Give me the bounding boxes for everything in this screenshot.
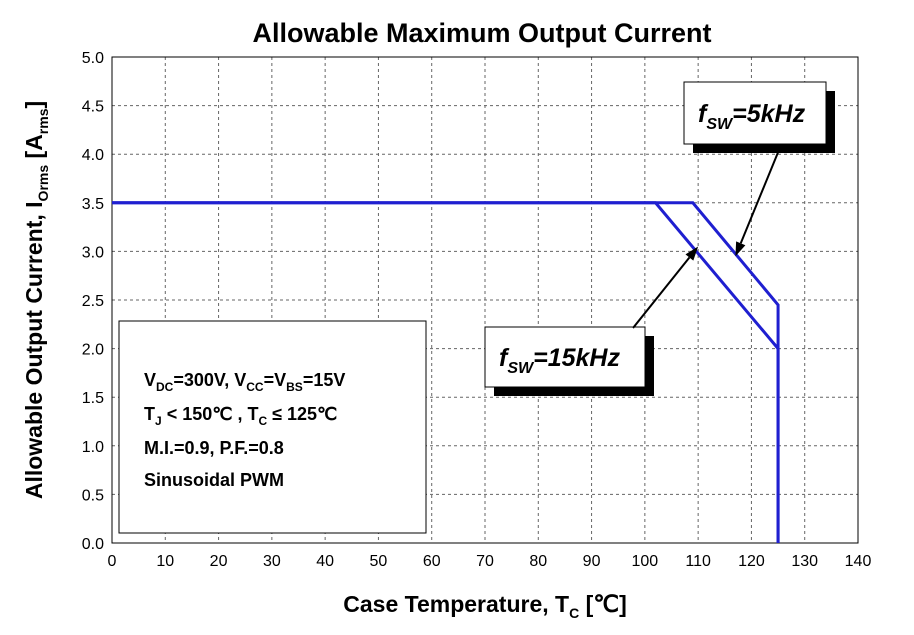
y-tick-label: 0.5 bbox=[82, 487, 104, 504]
x-tick-label: 120 bbox=[738, 553, 765, 570]
plot-frame bbox=[111, 56, 859, 544]
series-line-15khz bbox=[112, 201, 780, 543]
x-tick-label: 60 bbox=[423, 553, 441, 570]
x-axis-label: Case Temperature, TC [℃] bbox=[343, 591, 627, 621]
callout-15khz: fSW=15kHz bbox=[484, 246, 699, 396]
y-tick-label: 2.5 bbox=[82, 293, 104, 310]
chart-title: Allowable Maximum Output Current bbox=[252, 18, 711, 48]
callout-5khz: fSW=5kHz bbox=[683, 81, 835, 257]
series-group bbox=[112, 201, 780, 543]
y-tick-label: 5.0 bbox=[82, 50, 104, 67]
x-tick-label: 50 bbox=[370, 553, 388, 570]
callout-arrow-head bbox=[735, 241, 746, 257]
x-tick-label: 140 bbox=[845, 553, 872, 570]
x-tick-label: 100 bbox=[632, 553, 659, 570]
condition-line: Sinusoidal PWM bbox=[144, 470, 284, 490]
y-tick-label: 1.0 bbox=[82, 439, 104, 456]
x-tick-label: 110 bbox=[685, 553, 711, 570]
condition-line: VDC=300V, VCC=VBS=15V bbox=[144, 370, 345, 394]
x-tick-label: 30 bbox=[263, 553, 281, 570]
x-tick-label: 10 bbox=[156, 553, 174, 570]
callouts: fSW=5kHz fSW=15kHz bbox=[484, 81, 835, 396]
y-tick-label: 1.5 bbox=[82, 390, 104, 407]
x-tick-label: 70 bbox=[476, 553, 494, 570]
y-tick-label: 0.0 bbox=[82, 536, 104, 553]
callout-box bbox=[683, 81, 827, 145]
conditions-text: VDC=300V, VCC=VBS=15V TJ < 150℃ , TC ≤ 12… bbox=[144, 370, 345, 490]
y-tick-label: 4.5 bbox=[82, 99, 104, 116]
x-tick-labels: 0 10 20 30 40 50 60 70 80 90 100 110 120 130 140 bbox=[108, 553, 872, 570]
callout-arrow-head bbox=[685, 246, 699, 261]
x-tick-label: 80 bbox=[529, 553, 547, 570]
y-tick-labels: 0.0 0.5 1.0 1.5 2.0 2.5 3.0 3.5 4.0 4.5 5.0 bbox=[82, 50, 104, 553]
conditions-box bbox=[118, 320, 427, 534]
callout-label: fSW=15kHz bbox=[499, 344, 620, 377]
callout-arrow-line bbox=[739, 149, 780, 244]
x-tick-label: 130 bbox=[791, 553, 818, 570]
x-tick-label: 40 bbox=[316, 553, 334, 570]
y-axis-label: Allowable Output Current, IOrms [Arms] bbox=[21, 101, 51, 499]
callout-arrow-line bbox=[632, 256, 691, 329]
x-tick-label: 0 bbox=[108, 553, 117, 570]
x-tick-label: 20 bbox=[210, 553, 228, 570]
x-tick-label: 90 bbox=[583, 553, 601, 570]
callout-label: fSW=5kHz bbox=[698, 100, 806, 133]
y-tick-label: 3.5 bbox=[82, 196, 104, 213]
y-tick-label: 3.0 bbox=[82, 244, 104, 261]
y-tick-label: 2.0 bbox=[82, 342, 104, 359]
condition-line: M.I.=0.9, P.F.=0.8 bbox=[144, 438, 284, 458]
condition-line: TJ < 150℃ , TC ≤ 125℃ bbox=[144, 404, 337, 428]
y-tick-label: 4.0 bbox=[82, 147, 104, 164]
callout-box bbox=[484, 326, 646, 388]
